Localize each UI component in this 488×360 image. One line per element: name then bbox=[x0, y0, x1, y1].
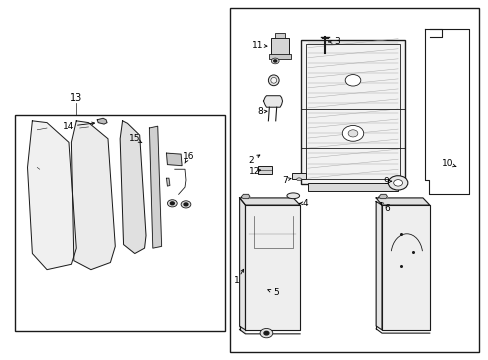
Polygon shape bbox=[381, 205, 429, 330]
Text: 6: 6 bbox=[384, 204, 389, 213]
Bar bbox=[229, 8, 478, 352]
Bar bbox=[15, 116, 224, 330]
Polygon shape bbox=[97, 118, 107, 124]
Polygon shape bbox=[375, 198, 429, 205]
Polygon shape bbox=[245, 205, 300, 330]
Text: 4: 4 bbox=[302, 199, 307, 208]
Polygon shape bbox=[239, 198, 245, 330]
Circle shape bbox=[273, 60, 276, 62]
Polygon shape bbox=[239, 326, 245, 334]
Polygon shape bbox=[375, 202, 381, 330]
Circle shape bbox=[181, 201, 190, 208]
Circle shape bbox=[183, 203, 187, 206]
Polygon shape bbox=[120, 121, 146, 253]
Text: 2: 2 bbox=[247, 156, 253, 165]
Circle shape bbox=[264, 331, 268, 335]
Circle shape bbox=[260, 328, 272, 338]
Text: 14: 14 bbox=[63, 122, 75, 131]
Text: 5: 5 bbox=[273, 288, 279, 297]
Circle shape bbox=[170, 202, 174, 205]
Circle shape bbox=[342, 126, 363, 141]
Polygon shape bbox=[241, 194, 249, 199]
Circle shape bbox=[167, 200, 177, 207]
Circle shape bbox=[387, 176, 407, 190]
Polygon shape bbox=[166, 178, 169, 186]
Bar bbox=[268, 54, 291, 59]
Text: 3: 3 bbox=[334, 37, 339, 46]
Circle shape bbox=[393, 180, 402, 186]
Ellipse shape bbox=[286, 193, 299, 199]
Text: 1: 1 bbox=[234, 276, 240, 285]
Bar bbox=[291, 173, 306, 179]
Bar bbox=[300, 40, 405, 184]
Text: 13: 13 bbox=[70, 93, 82, 103]
Bar bbox=[274, 33, 285, 38]
Polygon shape bbox=[378, 194, 386, 199]
Circle shape bbox=[347, 130, 357, 137]
Text: 16: 16 bbox=[183, 152, 194, 161]
Polygon shape bbox=[166, 153, 182, 166]
Polygon shape bbox=[149, 126, 161, 248]
Ellipse shape bbox=[296, 178, 301, 181]
Bar bbox=[270, 38, 289, 55]
Bar bbox=[307, 183, 397, 191]
Text: 15: 15 bbox=[129, 134, 140, 143]
Polygon shape bbox=[239, 198, 300, 205]
Bar bbox=[306, 44, 399, 179]
Ellipse shape bbox=[268, 75, 279, 86]
Text: 11: 11 bbox=[251, 41, 263, 50]
Text: 7: 7 bbox=[282, 176, 287, 185]
Text: 10: 10 bbox=[441, 159, 453, 168]
Circle shape bbox=[345, 75, 360, 86]
Polygon shape bbox=[263, 96, 282, 107]
Text: 8: 8 bbox=[257, 107, 263, 116]
Text: 9: 9 bbox=[382, 177, 388, 186]
Circle shape bbox=[271, 58, 279, 64]
Polygon shape bbox=[71, 121, 115, 270]
Bar bbox=[257, 166, 272, 174]
Ellipse shape bbox=[270, 77, 276, 83]
Polygon shape bbox=[27, 121, 76, 270]
Text: 12: 12 bbox=[248, 167, 260, 176]
